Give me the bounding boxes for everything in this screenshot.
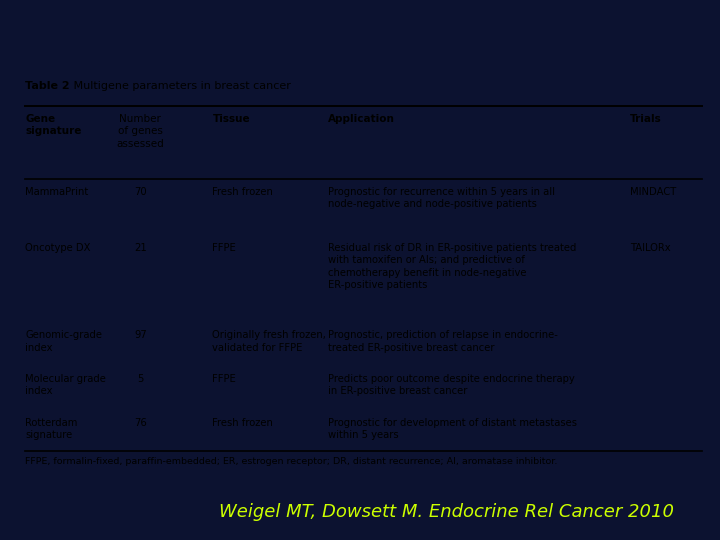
Text: 76: 76 — [134, 417, 147, 428]
Text: TAILORx: TAILORx — [630, 243, 670, 253]
Text: MINDACT: MINDACT — [630, 187, 676, 197]
Text: Originally fresh frozen,
validated for FFPE: Originally fresh frozen, validated for F… — [212, 330, 326, 353]
Text: FFPE, formalin-fixed, paraffin-embedded; ER, estrogen receptor; DR, distant recu: FFPE, formalin-fixed, paraffin-embedded;… — [25, 457, 557, 466]
Text: Prognostic, prediction of relapse in endocrine-
treated ER-positive breast cance: Prognostic, prediction of relapse in end… — [328, 330, 557, 353]
Text: 97: 97 — [134, 330, 147, 340]
Text: Prognostic for recurrence within 5 years in all
node-negative and node-positive : Prognostic for recurrence within 5 years… — [328, 187, 554, 209]
Text: Number
of genes
assessed: Number of genes assessed — [117, 114, 164, 149]
Text: 5: 5 — [138, 374, 143, 384]
Text: Application: Application — [328, 114, 395, 124]
Text: Tissue: Tissue — [212, 114, 250, 124]
Text: Genomic-grade
index: Genomic-grade index — [25, 330, 102, 353]
Text: FFPE: FFPE — [212, 374, 236, 384]
Text: 21: 21 — [134, 243, 147, 253]
Text: Molecular grade
index: Molecular grade index — [25, 374, 106, 396]
Text: Weigel MT, Dowsett M. Endocrine Rel Cancer 2010: Weigel MT, Dowsett M. Endocrine Rel Canc… — [219, 503, 674, 521]
Text: Trials: Trials — [630, 114, 662, 124]
Text: 70: 70 — [134, 187, 147, 197]
Text: Fresh frozen: Fresh frozen — [212, 417, 274, 428]
Text: Prognostic for development of distant metastases
within 5 years: Prognostic for development of distant me… — [328, 417, 577, 440]
Text: FFPE: FFPE — [212, 243, 236, 253]
Text: Oncotype DX: Oncotype DX — [25, 243, 91, 253]
Text: Multigene parameters in breast cancer: Multigene parameters in breast cancer — [70, 81, 291, 91]
Text: Rotterdam
signature: Rotterdam signature — [25, 417, 78, 440]
Text: MammaPrint: MammaPrint — [25, 187, 89, 197]
Text: Residual risk of DR in ER-positive patients treated
with tamoxifen or AIs; and p: Residual risk of DR in ER-positive patie… — [328, 243, 576, 290]
Text: Fresh frozen: Fresh frozen — [212, 187, 274, 197]
Text: Predicts poor outcome despite endocrine therapy
in ER-positive breast cancer: Predicts poor outcome despite endocrine … — [328, 374, 575, 396]
Text: Table 2: Table 2 — [25, 81, 70, 91]
Text: Gene
signature: Gene signature — [25, 114, 81, 137]
